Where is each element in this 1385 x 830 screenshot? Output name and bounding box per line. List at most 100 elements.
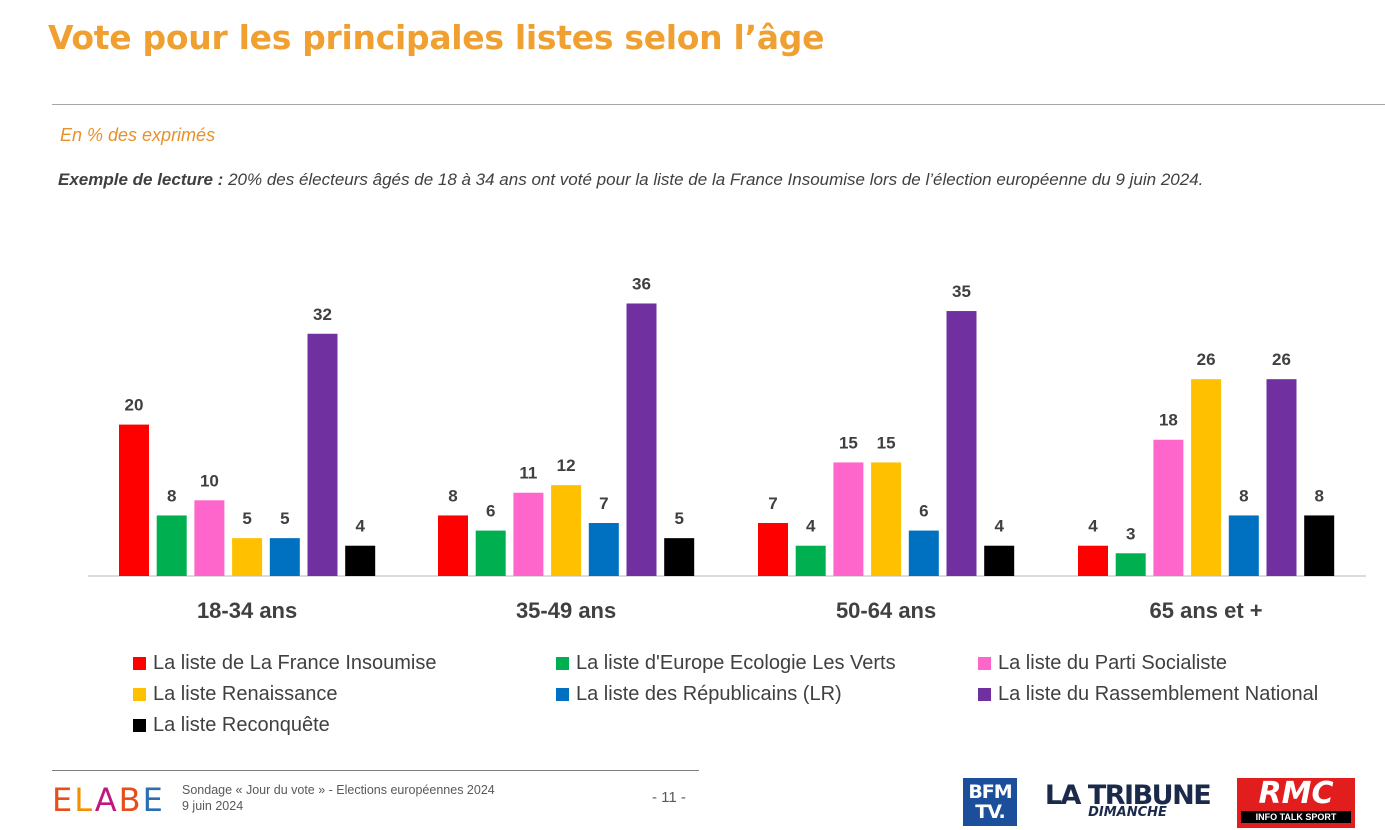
bar-value-label: 26 xyxy=(1197,350,1216,369)
bar-value-label: 35 xyxy=(952,282,971,301)
legend-label: La liste d'Europe Ecologie Les Verts xyxy=(576,652,896,674)
bar xyxy=(269,538,300,576)
bar-value-label: 20 xyxy=(125,396,144,415)
bar-value-label: 3 xyxy=(1126,524,1135,543)
bar xyxy=(438,515,468,576)
rmc-logo: RMC INFO TALK SPORT xyxy=(1237,778,1355,828)
legend-swatch xyxy=(133,688,146,701)
bar-value-label: 10 xyxy=(200,471,219,490)
elabe-logo-letter: L xyxy=(74,781,95,819)
bar xyxy=(119,424,149,576)
bar-value-label: 15 xyxy=(877,433,896,452)
bar-value-label: 11 xyxy=(519,464,537,483)
reading-example-text: 20% des électeurs âgés de 18 à 34 ans on… xyxy=(223,170,1204,189)
bar xyxy=(1304,515,1335,576)
bar-value-label: 7 xyxy=(599,494,608,513)
page-title: Vote pour les principales listes selon l… xyxy=(48,18,825,57)
legend-swatch xyxy=(133,657,146,670)
bar-value-label: 4 xyxy=(1088,517,1098,536)
elabe-logo-letter: E xyxy=(52,781,75,819)
legend-item: La liste des Républicains (LR) xyxy=(556,683,842,706)
bar-value-label: 4 xyxy=(994,517,1004,536)
bar xyxy=(833,462,864,576)
legend-item: La liste de La France Insoumise xyxy=(133,652,437,675)
header-divider xyxy=(52,104,1385,105)
bar-value-label: 15 xyxy=(839,433,858,452)
bfmtv-logo: BFM TV. xyxy=(963,778,1017,826)
bar xyxy=(908,530,939,576)
la-tribune-logo: LA TRIBUNE DIMANCHE xyxy=(1040,780,1215,821)
bar xyxy=(946,311,977,576)
bar xyxy=(1191,379,1222,576)
bar-value-label: 7 xyxy=(768,494,777,513)
legend-label: La liste de La France Insoumise xyxy=(153,652,437,674)
bar-value-label: 8 xyxy=(1314,486,1323,505)
bfm-logo-line2: TV. xyxy=(975,801,1005,823)
page-number: - 11 - xyxy=(652,789,686,806)
tribune-logo-line1: LA TRIBUNE xyxy=(1044,780,1212,811)
legend-item: La liste Renaissance xyxy=(133,683,338,706)
bar xyxy=(194,500,225,576)
bar xyxy=(626,303,657,576)
bar-value-label: 6 xyxy=(486,502,495,521)
bar-value-label: 8 xyxy=(448,486,457,505)
bar xyxy=(795,545,826,576)
legend-label: La liste du Rassemblement National xyxy=(998,683,1319,705)
category-tick-label: 18-34 ans xyxy=(197,598,297,623)
bar-value-label: 8 xyxy=(1239,486,1248,505)
bar xyxy=(1228,515,1259,576)
bar xyxy=(1078,545,1108,576)
bar xyxy=(871,462,902,576)
reading-example-label: Exemple de lecture : xyxy=(58,170,224,189)
legend-item: La liste du Rassemblement National xyxy=(978,683,1318,706)
bar xyxy=(156,515,187,576)
tribune-logo-line2: DIMANCHE xyxy=(1088,805,1167,820)
bar xyxy=(1266,379,1297,576)
legend-label: La liste des Républicains (LR) xyxy=(576,683,842,705)
bar xyxy=(513,492,544,576)
legend-swatch xyxy=(133,719,146,732)
legend-item: La liste du Parti Socialiste xyxy=(978,652,1227,675)
bar-value-label: 8 xyxy=(167,486,176,505)
bar xyxy=(588,523,619,576)
bar-value-label: 4 xyxy=(355,517,365,536)
bar xyxy=(664,538,695,576)
elabe-logo-letter: E xyxy=(142,781,165,819)
footer-divider xyxy=(52,770,699,771)
chart-legend: La liste de La France Insoumise La liste … xyxy=(0,0,1385,736)
bar-value-label: 6 xyxy=(919,502,928,521)
legend-label: La liste du Parti Socialiste xyxy=(998,652,1228,674)
footer-survey-line: Sondage « Jour du vote » - Elections eur… xyxy=(182,783,495,797)
bar xyxy=(1153,439,1184,576)
legend-swatch xyxy=(556,688,569,701)
bar xyxy=(758,523,788,576)
rmc-logo-line1: RMC xyxy=(1258,776,1334,811)
bar xyxy=(984,545,1015,576)
legend-item: La liste d'Europe Ecologie Les Verts xyxy=(556,652,896,675)
bar-value-label: 36 xyxy=(632,274,651,293)
footer-date-line: 9 juin 2024 xyxy=(182,799,244,813)
bar xyxy=(307,333,338,576)
bar-value-label: 4 xyxy=(806,517,816,536)
legend-item: La liste Reconquête xyxy=(133,714,330,737)
bar xyxy=(232,538,263,576)
category-tick-label: 50-64 ans xyxy=(836,598,936,623)
legend-label: La liste Reconquête xyxy=(153,714,330,736)
footer-source: Sondage « Jour du vote » - Elections eur… xyxy=(182,782,495,814)
elabe-logo: ELABE xyxy=(52,781,165,819)
elabe-logo-letter: A xyxy=(94,781,119,819)
category-tick-label: 35-49 ans xyxy=(516,598,616,623)
legend-swatch xyxy=(978,688,991,701)
legend-swatch xyxy=(556,657,569,670)
bar xyxy=(475,530,506,576)
bar-value-label: 5 xyxy=(280,509,289,528)
bar-value-label: 26 xyxy=(1272,350,1291,369)
legend-swatch xyxy=(978,657,991,670)
bar xyxy=(551,485,582,576)
category-tick-label: 65 ans et + xyxy=(1150,598,1263,623)
elabe-logo-letter: B xyxy=(118,781,143,819)
bar-value-label: 12 xyxy=(557,456,576,475)
chart-subtitle: En % des exprimés xyxy=(60,125,216,145)
bar-value-label: 32 xyxy=(313,305,332,324)
